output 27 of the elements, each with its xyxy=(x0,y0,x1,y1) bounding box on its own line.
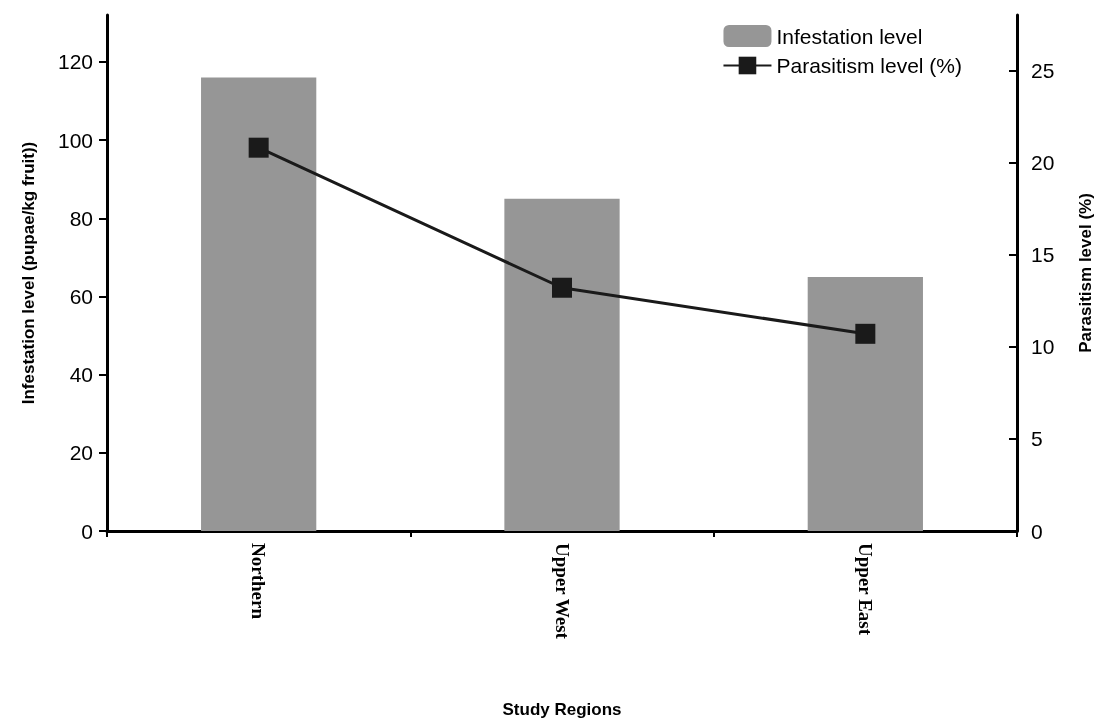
point xyxy=(855,323,876,344)
y2-tick-label: 10 xyxy=(1031,335,1055,359)
x-axis-title: Study Regions xyxy=(502,700,622,719)
x-tick-label: Upper West xyxy=(551,543,573,640)
y-tick-label: 20 xyxy=(69,441,93,465)
legend-label: Parasitism level (%) xyxy=(776,54,963,77)
y2-tick-label: 5 xyxy=(1031,427,1043,451)
legend-label: Infestation level xyxy=(776,24,923,48)
y2-tick-label: 25 xyxy=(1031,58,1055,82)
y2-axis-title: Parasitism level (%) xyxy=(1076,193,1095,353)
y2-tick-label: 15 xyxy=(1031,243,1055,267)
y-tick-label: 80 xyxy=(69,206,93,230)
point xyxy=(552,277,572,298)
x-tick-label: Upper East xyxy=(854,543,876,636)
y2-tick-label: 0 xyxy=(1031,519,1043,543)
bar xyxy=(504,198,620,531)
y-tick-label: 60 xyxy=(69,284,93,308)
y-tick-label: 0 xyxy=(81,519,93,543)
y-axis-title: Infestation level (pupae/kg fruit)) xyxy=(19,141,38,405)
bar xyxy=(807,276,923,531)
point xyxy=(248,137,269,158)
bar xyxy=(201,77,317,531)
y2-tick-label: 20 xyxy=(1031,150,1055,174)
y-tick-label: 40 xyxy=(69,363,93,387)
x-tick-label: Northern xyxy=(248,543,270,620)
y-tick-label: 120 xyxy=(57,50,93,74)
y-tick-label: 100 xyxy=(57,128,93,152)
